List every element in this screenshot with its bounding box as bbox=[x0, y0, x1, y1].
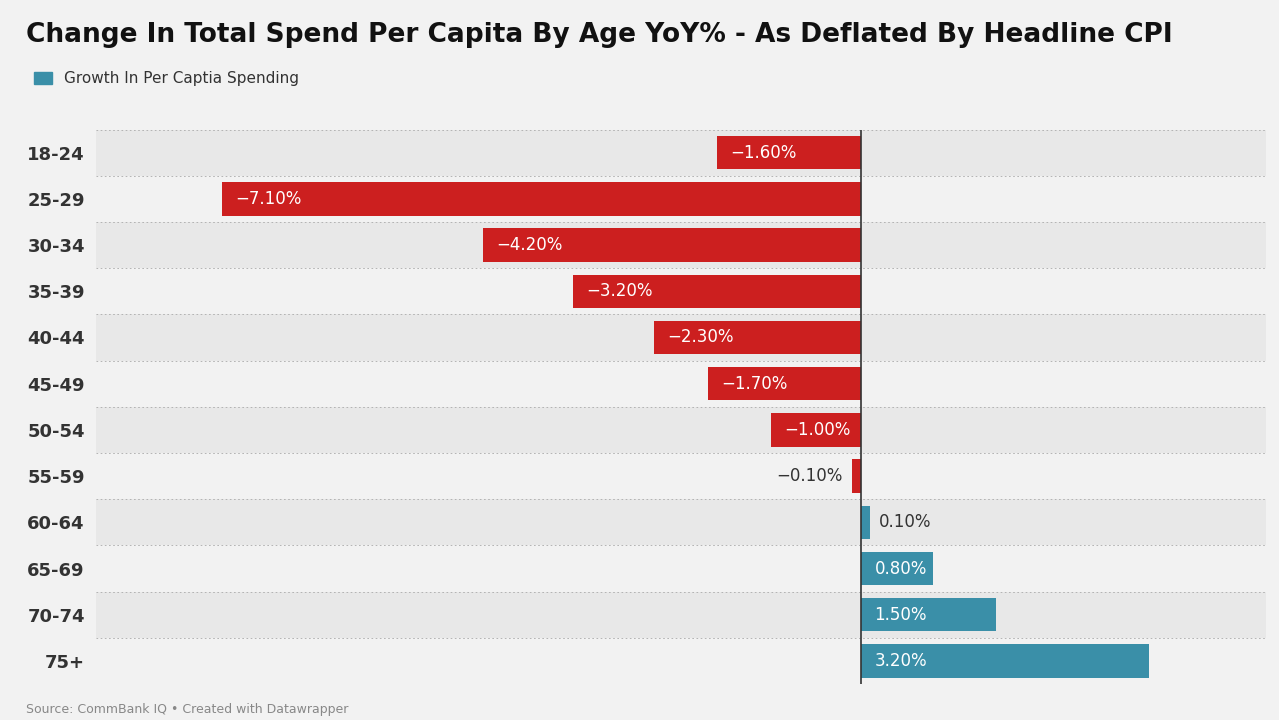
Text: 1.50%: 1.50% bbox=[875, 606, 927, 624]
Bar bbox=[223, 182, 861, 215]
Bar bbox=[96, 407, 1266, 453]
Text: −7.10%: −7.10% bbox=[235, 190, 302, 208]
Text: 0.80%: 0.80% bbox=[875, 559, 927, 577]
Text: −0.10%: −0.10% bbox=[776, 467, 843, 485]
Text: 0.10%: 0.10% bbox=[879, 513, 931, 531]
Bar bbox=[96, 315, 1266, 361]
Text: Change In Total Spend Per Capita By Age YoY% - As Deflated By Headline CPI: Change In Total Spend Per Capita By Age … bbox=[26, 22, 1173, 48]
Bar bbox=[96, 269, 1266, 315]
Text: −4.20%: −4.20% bbox=[496, 236, 563, 254]
Text: −1.70%: −1.70% bbox=[721, 374, 788, 392]
Bar bbox=[573, 274, 861, 308]
Bar bbox=[96, 361, 1266, 407]
Bar bbox=[96, 130, 1266, 176]
Text: −1.00%: −1.00% bbox=[784, 421, 851, 439]
Bar bbox=[96, 176, 1266, 222]
Bar bbox=[861, 598, 996, 631]
Bar bbox=[718, 136, 861, 169]
Bar bbox=[861, 644, 1150, 678]
Bar bbox=[96, 453, 1266, 499]
Bar bbox=[709, 367, 861, 400]
Bar bbox=[96, 499, 1266, 546]
Text: −3.20%: −3.20% bbox=[587, 282, 654, 300]
Bar bbox=[852, 459, 861, 492]
Text: 3.20%: 3.20% bbox=[875, 652, 927, 670]
Legend: Growth In Per Captia Spending: Growth In Per Captia Spending bbox=[27, 66, 306, 92]
Bar bbox=[654, 321, 861, 354]
Bar bbox=[96, 546, 1266, 592]
Bar bbox=[861, 505, 870, 539]
Text: Source: CommBank IQ • Created with Datawrapper: Source: CommBank IQ • Created with Dataw… bbox=[26, 703, 348, 716]
Bar bbox=[96, 592, 1266, 638]
Bar bbox=[483, 228, 861, 262]
Bar bbox=[771, 413, 861, 446]
Bar bbox=[96, 222, 1266, 269]
Bar bbox=[96, 638, 1266, 684]
Text: −1.60%: −1.60% bbox=[730, 144, 797, 162]
Bar bbox=[861, 552, 934, 585]
Text: −2.30%: −2.30% bbox=[668, 328, 734, 346]
